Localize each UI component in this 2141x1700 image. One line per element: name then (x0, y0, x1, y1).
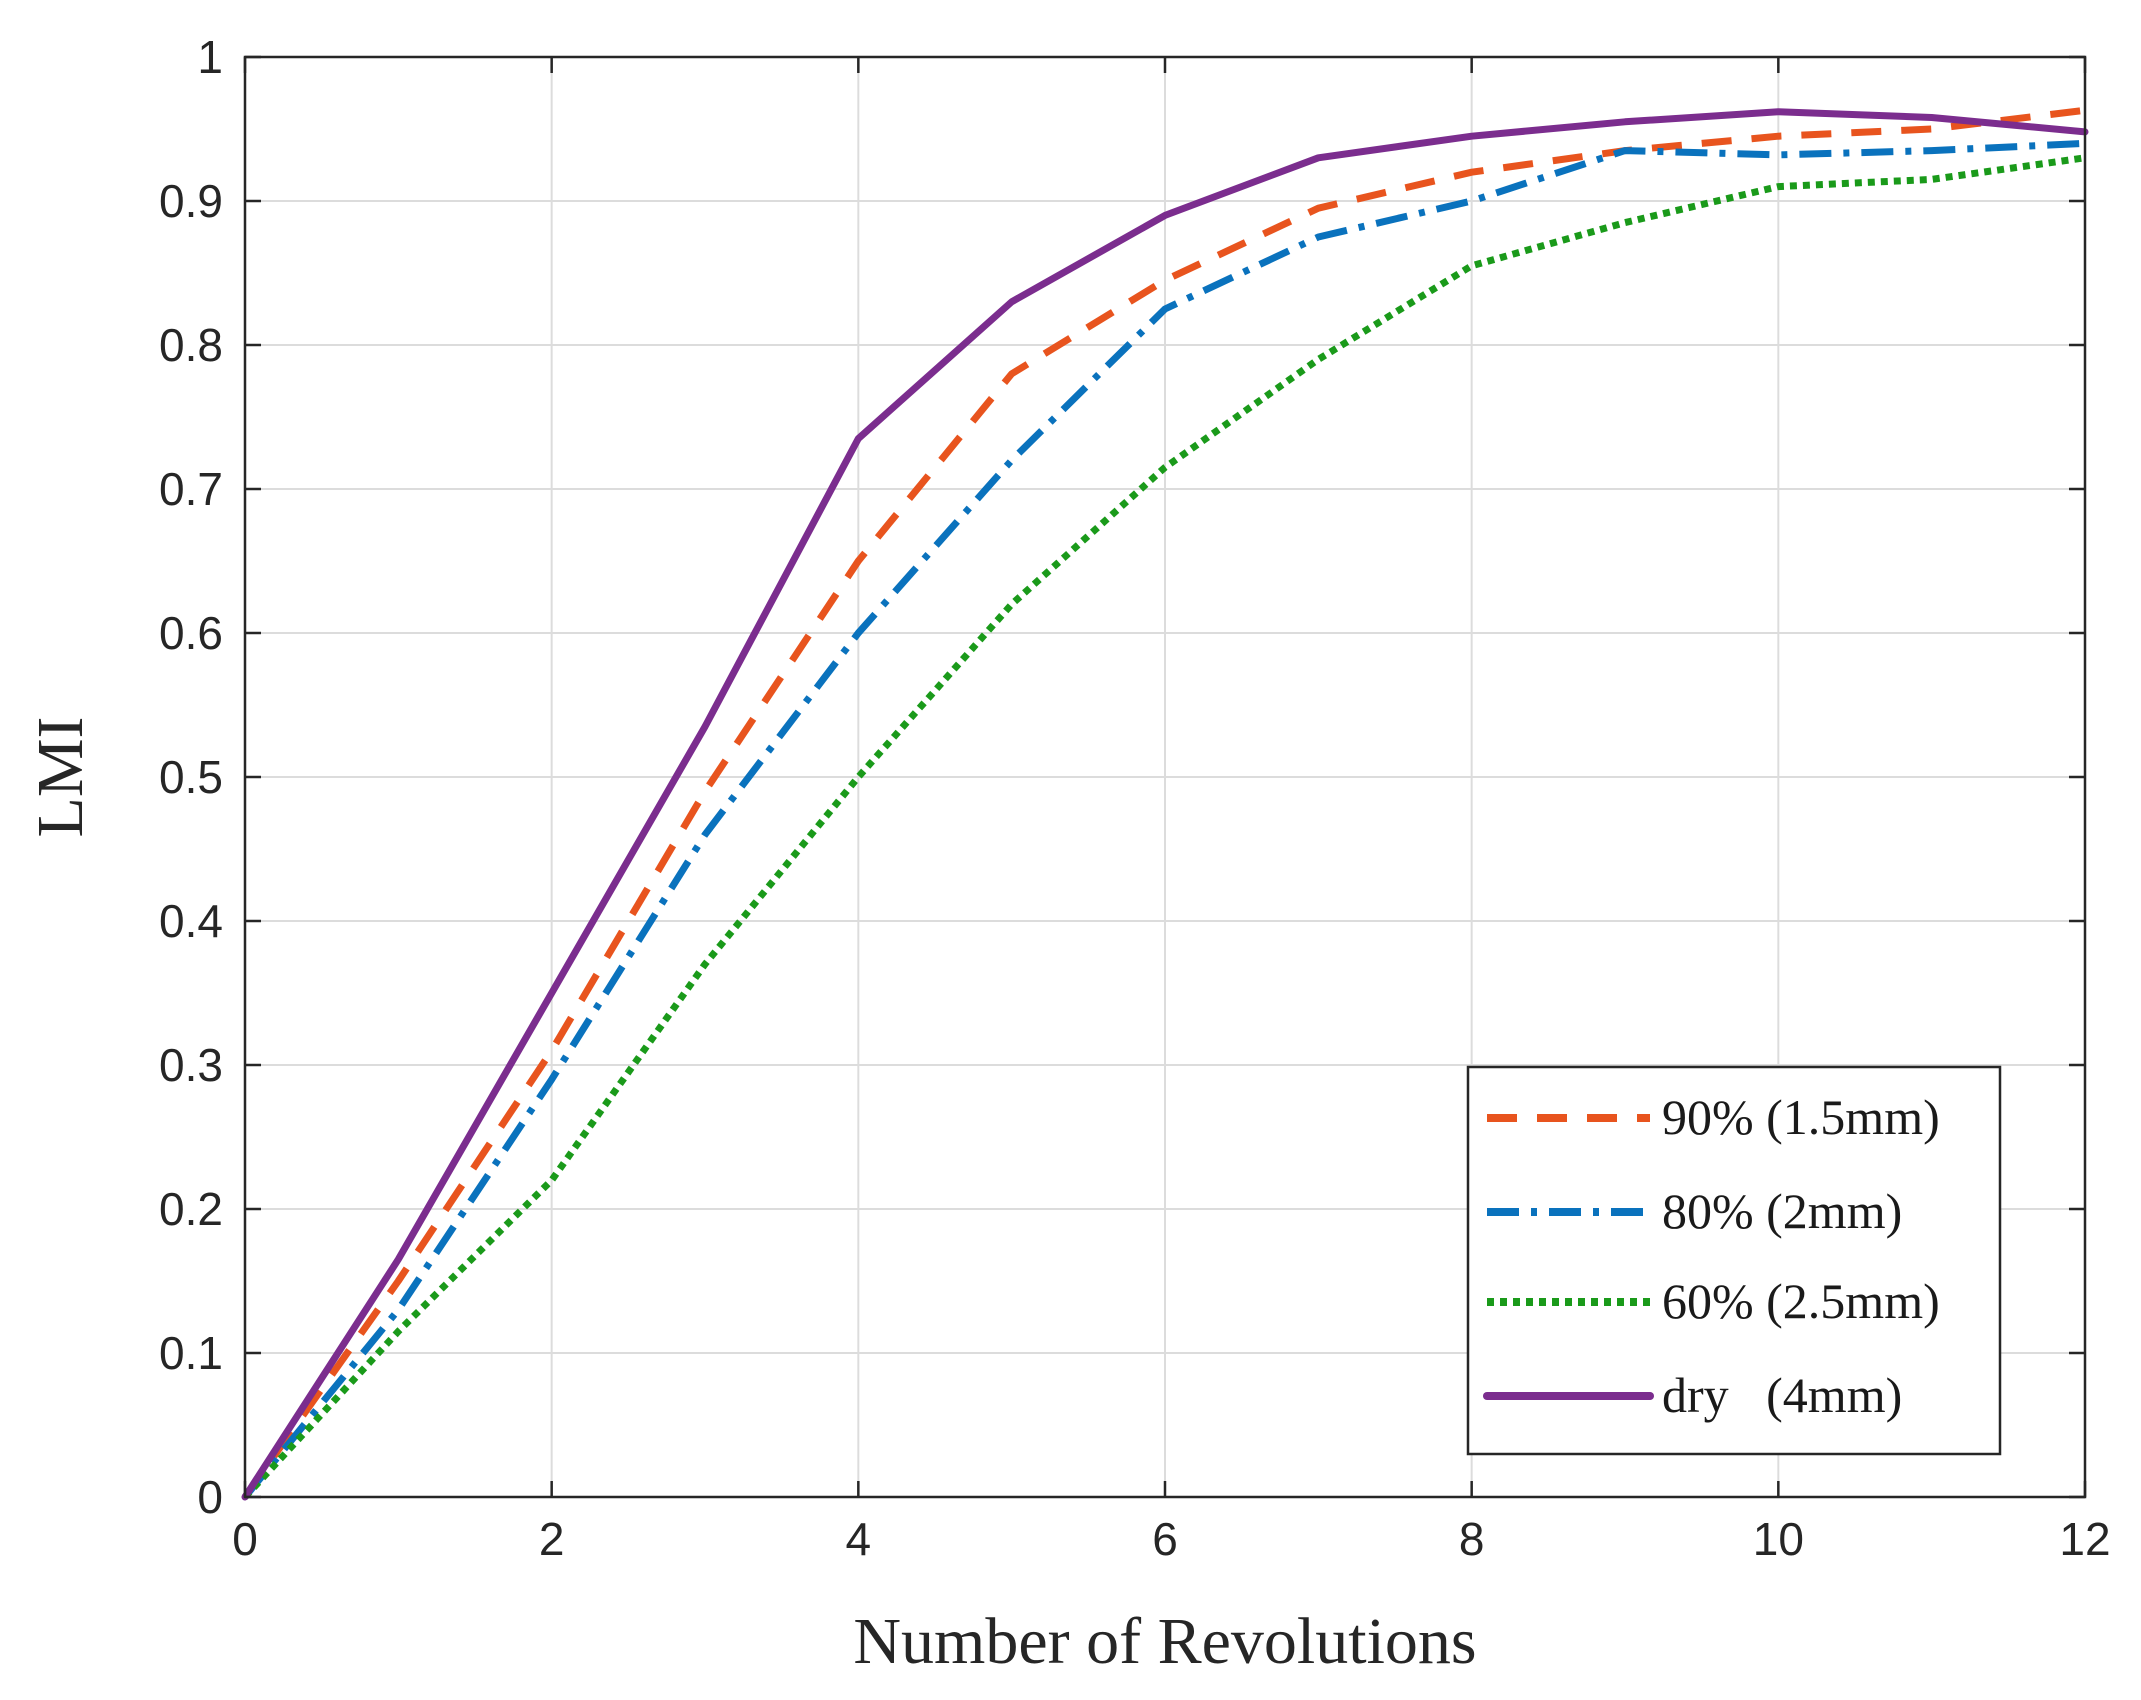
legend-label-90: 90% (1.5mm) (1662, 1089, 1940, 1145)
y-tick-label-9: 0.9 (159, 175, 223, 227)
y-tick-label-3: 0.3 (159, 1039, 223, 1091)
x-tick-label-1: 2 (539, 1513, 565, 1565)
x-tick-label-2: 4 (846, 1513, 872, 1565)
y-tick-label-0: 0 (197, 1471, 223, 1523)
y-tick-label-6: 0.6 (159, 607, 223, 659)
y-tick-labels: 0 0.1 0.2 0.3 0.4 0.5 0.6 0.7 0.8 0.9 1 (159, 31, 223, 1523)
x-axis-title: Number of Revolutions (853, 1605, 1476, 1678)
series-line-0 (242, 106, 2086, 1500)
x-tick-label-4: 8 (1459, 1513, 1485, 1565)
series-line-1 (242, 139, 2086, 1500)
y-tick-label-1: 0.1 (159, 1327, 223, 1379)
y-tick-label-2: 0.2 (159, 1183, 223, 1235)
legend-entry-80: 80% (2mm) (1487, 1183, 1902, 1239)
series-line-2 (242, 154, 2086, 1500)
x-tick-label-6: 12 (2059, 1513, 2110, 1565)
y-tick-label-4: 0.4 (159, 895, 223, 947)
x-tick-label-0: 0 (232, 1513, 258, 1565)
legend-label-dry: dry (4mm) (1662, 1367, 1902, 1423)
legend-label-80: 80% (2mm) (1662, 1183, 1902, 1239)
legend-label-60: 60% (2.5mm) (1662, 1273, 1940, 1329)
legend-entry-60: 60% (2.5mm) (1487, 1273, 1940, 1329)
legend-box (1466, 1065, 2002, 1456)
axes (243, 55, 2087, 1499)
y-tick-label-10: 1 (197, 31, 223, 83)
y-tick-label-8: 0.8 (159, 319, 223, 371)
y-tick-label-7: 0.7 (159, 463, 223, 515)
x-tick-label-5: 10 (1753, 1513, 1804, 1565)
series-layer (241, 106, 2089, 1501)
x-tick-label-3: 6 (1152, 1513, 1178, 1565)
y-tick-label-5: 0.5 (159, 751, 223, 803)
legend-entry-dry: dry (4mm) (1483, 1367, 1902, 1423)
x-tick-labels: 0 2 4 6 8 10 12 (232, 1513, 2110, 1565)
legend-entry-90: 90% (1.5mm) (1487, 1089, 1940, 1145)
series-line-3 (241, 108, 2089, 1501)
legend: 90% (1.5mm) 80% (2mm) 60% (2.5mm) dry (4… (1466, 1065, 2002, 1456)
y-axis-title: LMI (24, 717, 97, 838)
